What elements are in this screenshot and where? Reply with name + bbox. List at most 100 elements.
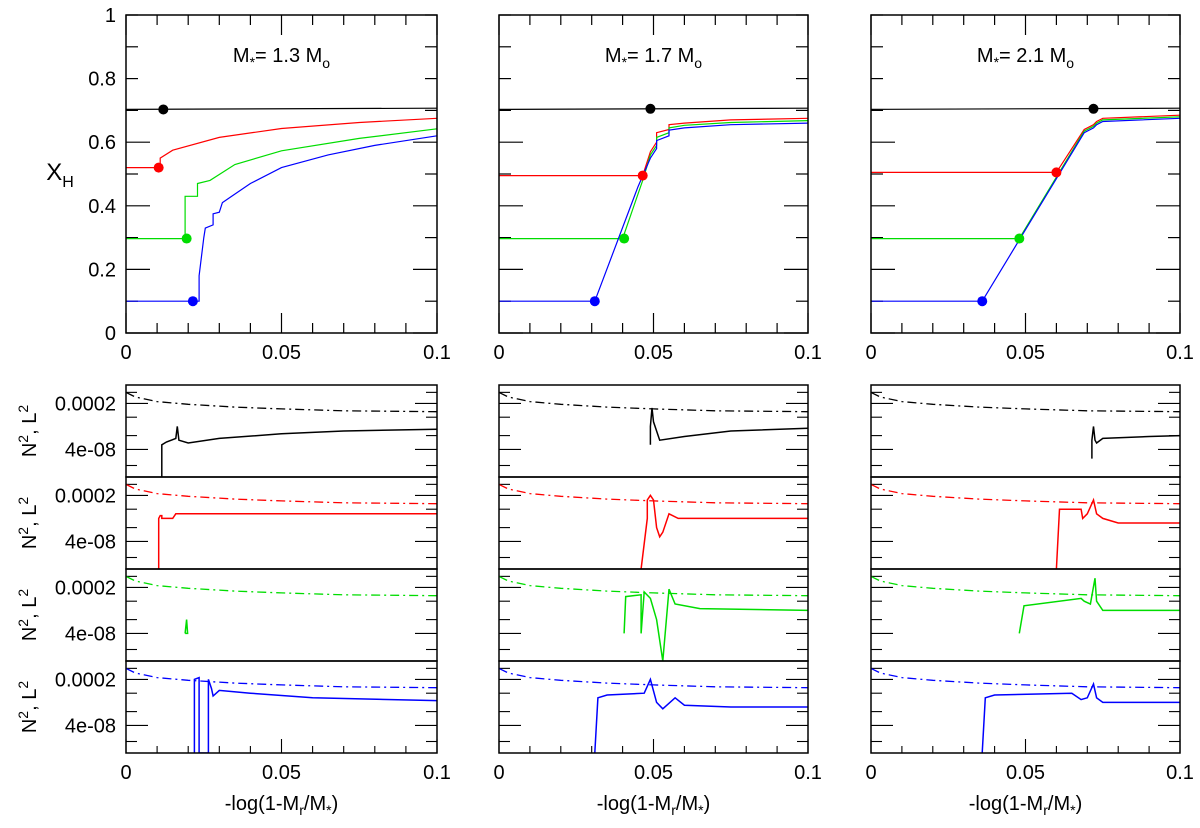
series-marker-2 bbox=[153, 162, 164, 173]
lamb-frequency-line bbox=[126, 391, 437, 413]
mass-star: * bbox=[994, 54, 1000, 70]
lamb-frequency-line bbox=[126, 575, 437, 597]
y-axis-label-n: N bbox=[19, 443, 41, 457]
y-axis-label-sup: 2 bbox=[15, 435, 31, 443]
series-line-4 bbox=[499, 122, 809, 302]
mass-symbol: M bbox=[977, 45, 994, 67]
y-axis-label-sup: 2 bbox=[15, 711, 31, 719]
bv-frequency-line bbox=[1018, 578, 1180, 634]
mass-label: M*= 1.7 Mo bbox=[605, 45, 702, 71]
y-tick-label: 0 bbox=[105, 323, 116, 345]
x-tick-label: 0.05 bbox=[1006, 762, 1045, 784]
y-tick-label: 0.0002 bbox=[55, 485, 116, 507]
x-axis-label-sub: r bbox=[671, 802, 676, 818]
series-line-3 bbox=[871, 116, 1181, 240]
y-axis-label-sup: 2 bbox=[15, 405, 31, 413]
panel-frame bbox=[125, 384, 438, 478]
mass-value: = 2.1 M bbox=[999, 45, 1066, 67]
bv-frequency-line bbox=[623, 588, 808, 661]
bv-frequency-line bbox=[981, 681, 1180, 753]
bv-frequency-line bbox=[161, 426, 437, 477]
frequency-column-2: 0 0.05 0.1 -log(1-Mr/M*) bbox=[493, 384, 822, 818]
series-line-3 bbox=[499, 120, 809, 240]
series-marker-4 bbox=[589, 296, 600, 307]
abundance-panel-3: 0 0.05 0.1 M*= 2.1 Mo bbox=[865, 14, 1194, 364]
x-tick-label: 0 bbox=[865, 342, 876, 364]
lamb-frequency-line bbox=[499, 483, 808, 505]
x-axis-label-star: * bbox=[698, 802, 704, 818]
panel-frame bbox=[870, 384, 1181, 478]
frequency-panel-2 bbox=[870, 476, 1181, 570]
abundance-panel-1: 0 0.05 0.1 M*= 1.3 Mo bbox=[120, 14, 451, 364]
lamb-frequency-line bbox=[126, 483, 437, 505]
series-marker-2 bbox=[637, 170, 648, 181]
frequency-panel-2 bbox=[498, 476, 809, 570]
panel-frame bbox=[498, 660, 809, 754]
panel-frame bbox=[498, 568, 809, 662]
y-axis-label-mid: , L bbox=[19, 689, 41, 711]
series-marker-3 bbox=[1014, 233, 1025, 244]
series-marker-4 bbox=[977, 296, 988, 307]
mass-sub: o bbox=[694, 55, 702, 71]
lamb-frequency-line bbox=[871, 667, 1180, 689]
series-line-1 bbox=[125, 107, 438, 110]
y-tick-label: 0.0002 bbox=[55, 577, 116, 599]
bv-frequency-line bbox=[1055, 497, 1180, 569]
abundance-panel-2: 0 0.05 0.1 M*= 1.7 Mo bbox=[493, 14, 822, 364]
x-tick-label: 0.1 bbox=[423, 342, 451, 364]
panel-frame bbox=[125, 568, 438, 662]
x-tick-label: 0.05 bbox=[262, 762, 301, 784]
series-line-3 bbox=[126, 128, 438, 240]
y-axis-label-sup: 2 bbox=[15, 681, 31, 689]
frequency-column-1: 0 0.05 0.1 -log(1-Mr/M*) bbox=[120, 384, 451, 818]
x-axis-label-star: * bbox=[326, 802, 332, 818]
mass-value: = 1.7 M bbox=[627, 45, 694, 67]
mass-label: M*= 1.3 Mo bbox=[233, 45, 330, 71]
y-axis-label-main: X bbox=[46, 159, 62, 186]
x-axis-label-tail: /M bbox=[304, 793, 326, 815]
y-tick-label: 0.4 bbox=[88, 196, 116, 218]
y-axis-label-sup: 2 bbox=[15, 527, 31, 535]
frequency-panel-2 bbox=[125, 476, 438, 570]
panel-frame bbox=[498, 14, 809, 334]
series-marker-1 bbox=[645, 103, 656, 114]
panel-frame bbox=[870, 660, 1181, 754]
x-tick-label: 0 bbox=[493, 762, 504, 784]
lamb-frequency-line bbox=[499, 575, 808, 597]
frequency-column-3: 0 0.05 0.1 -log(1-Mr/M*) bbox=[865, 384, 1194, 818]
bv-frequency-line bbox=[640, 494, 808, 569]
lamb-frequency-line bbox=[871, 483, 1180, 505]
bv-frequency-line bbox=[193, 676, 437, 753]
x-axis-label-main: -log(1-M bbox=[225, 793, 299, 815]
series-marker-3 bbox=[619, 233, 630, 244]
panel-frame bbox=[870, 14, 1181, 334]
frequency-panel-1 bbox=[870, 384, 1181, 478]
y-axis-label-mid: , L bbox=[19, 505, 41, 527]
y-axis-label: N2, L2 bbox=[15, 589, 41, 642]
series-line-4 bbox=[126, 135, 438, 302]
x-axis-label: -log(1-Mr/M*) bbox=[225, 793, 338, 818]
series-marker-3 bbox=[181, 233, 192, 244]
series-line-1 bbox=[870, 107, 1181, 110]
x-tick-label: 0 bbox=[120, 342, 131, 364]
y-tick-label: 4e-08 bbox=[65, 531, 116, 553]
panel-frame bbox=[870, 568, 1181, 662]
y-tick-label: 4e-08 bbox=[65, 715, 116, 737]
panel-frame bbox=[498, 384, 809, 478]
x-tick-label: 0.05 bbox=[1006, 342, 1045, 364]
frequency-panel-4 bbox=[498, 660, 809, 754]
y-axis-label: N2, L2 bbox=[15, 681, 41, 734]
series-marker-4 bbox=[187, 296, 198, 307]
panel-frame bbox=[125, 476, 438, 570]
y-tick-label: 0.0002 bbox=[55, 393, 116, 415]
bv-frequency-line bbox=[594, 677, 808, 753]
frequency-panel-3 bbox=[498, 568, 809, 662]
mass-star: * bbox=[622, 54, 628, 70]
mass-star: * bbox=[250, 54, 256, 70]
y-tick-label: 4e-08 bbox=[65, 439, 116, 461]
y-axis-label-n: N bbox=[19, 627, 41, 641]
mass-sub: o bbox=[1066, 55, 1074, 71]
x-axis-label-tail: /M bbox=[676, 793, 698, 815]
